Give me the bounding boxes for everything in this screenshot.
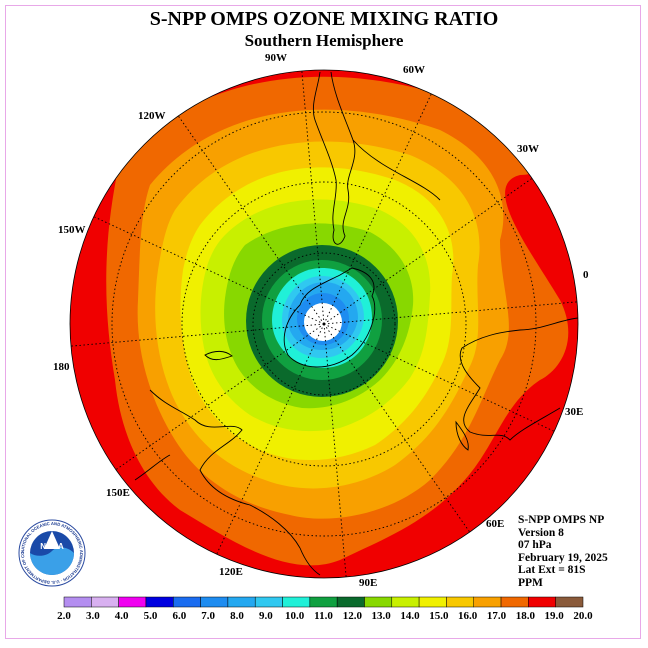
colorbar-swatch [173,596,201,608]
colorbar-tick-label: 4.0 [115,610,129,622]
info-instrument: S-NPP OMPS NP [518,514,605,526]
colorbar-swatch [91,596,119,608]
colorbar-swatch [364,596,393,608]
map-border [69,69,579,579]
lon-label-150w: 150W [58,224,86,236]
colorbar-tick-label: 16.0 [458,610,478,622]
lon-label-120e: 120E [219,566,243,578]
coastlines [134,71,579,576]
info-version: Version 8 [518,526,564,539]
lon-label-60e: 60E [486,518,504,530]
latitude-circles [111,111,537,537]
colorbar-swatch [391,596,420,608]
colorbar-swatch [336,596,365,608]
colorbar-tick-label: 6.0 [172,610,186,622]
colorbar-swatch [500,596,529,608]
colorbar-tick-label: 13.0 [372,610,392,622]
colorbar-swatch [473,596,502,608]
colorbar-swatch [227,596,256,608]
colorbar-tick-label: 9.0 [259,610,273,622]
info-pressure: 07 hPa [518,539,552,552]
map-subtitle: Southern Hemisphere [244,31,404,50]
figure-frame [5,5,641,639]
colorbar-swatch [254,596,283,608]
colorbar-tick-label: 18.0 [516,610,536,622]
lon-label-120w: 120W [138,110,166,122]
info-lat-ext: Lat Ext = 81S [518,564,586,577]
lon-label-90w: 90W [265,52,287,64]
colorbar-swatch [309,596,338,608]
lon-label-180: 180 [53,361,70,373]
colorbar-swatch [63,596,92,608]
colorbar-swatch [145,596,174,608]
logo-text: NOAA [40,542,64,551]
noaa-logo: NATIONAL OCEANIC AND ATMOSPHERIC ADMINIS… [18,519,86,587]
lon-label-30e: 30E [565,406,583,418]
colorbar-tick-label: 19.0 [545,610,565,622]
colorbar-tick-label: 3.0 [86,610,100,622]
colorbar-swatch [418,596,447,608]
map-title: S-NPP OMPS OZONE MIXING RATIO [149,8,499,30]
gull-icon [44,531,60,549]
info-block: S-NPP OMPS NP Version 8 07 hPa February … [518,514,608,590]
colorbar-tick-label: 17.0 [487,610,507,622]
colorbar-tick-label: 15.0 [429,610,449,622]
colorbar-tick-label: 7.0 [201,610,215,622]
colorbar-tick-label: 12.0 [343,610,363,622]
colorbar-swatch [446,596,474,608]
lon-label-150e: 150E [106,487,130,499]
colorbar-tick-label: 8.0 [230,610,244,622]
lon-label-90e: 90E [359,577,377,589]
colorbar-swatch [200,596,229,608]
info-units: PPM [518,576,543,589]
colorbar-tick-label: 5.0 [144,610,158,622]
colorbar-tick-label: 2.0 [57,610,71,622]
colorbar-tick-label: 14.0 [400,610,420,622]
colorbar-tick-label: 10.0 [285,610,305,622]
info-date: February 19, 2025 [518,551,608,564]
lon-label-0: 0 [583,269,589,281]
lon-label-30w: 30W [517,143,539,155]
colorbar-swatch [282,596,311,608]
colorbar-swatch [528,596,556,608]
colorbar-swatch [118,596,147,608]
colorbar-swatch [555,596,584,608]
colorbar-tick-label: 11.0 [314,610,333,622]
colorbar-tick-label: 20.0 [573,610,593,622]
lon-label-60w: 60W [403,64,425,76]
